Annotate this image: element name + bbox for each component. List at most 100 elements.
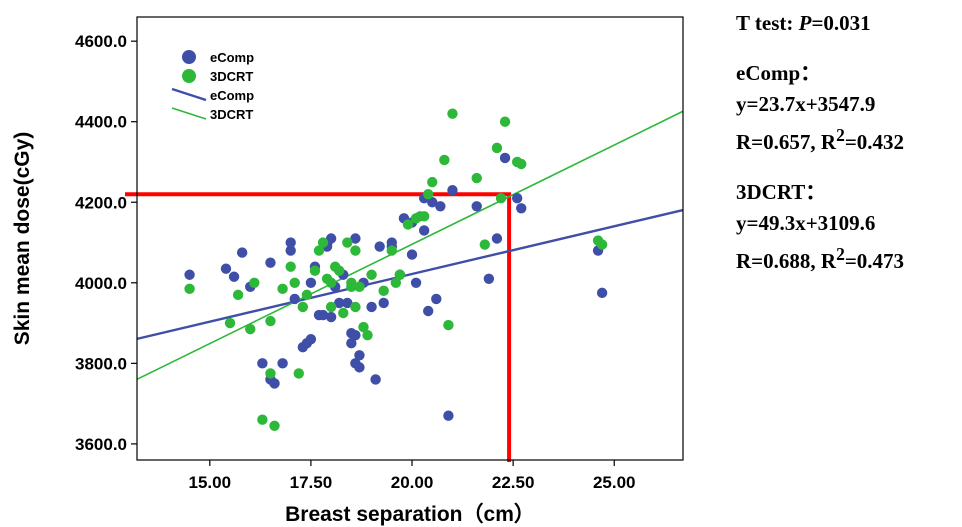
3DCRT-point — [362, 329, 373, 341]
3DCRT-point — [289, 277, 300, 288]
ecomp-correlation: R=0.657, R2=0.432 — [736, 120, 962, 158]
3DCRT-point — [423, 189, 434, 200]
3DCRT-point — [386, 245, 397, 256]
legend-label-line-3DCRT: 3DCRT — [210, 107, 253, 122]
eComp-point — [499, 152, 511, 164]
eComp-point — [406, 249, 418, 260]
reference-lines — [125, 192, 512, 462]
3DCRT-point — [499, 116, 511, 127]
eComp-point — [354, 350, 365, 361]
eComp-point — [342, 297, 353, 309]
ecomp-r2-sup: 2 — [836, 125, 845, 145]
y-tick-label: 3600.0 — [75, 435, 127, 454]
eComp-point — [370, 374, 381, 385]
x-tick-label: 22.50 — [492, 473, 535, 492]
ecomp-equation: y=23.7x+3547.9 — [736, 92, 876, 116]
eComp-point — [269, 378, 280, 389]
eComp-point — [350, 329, 361, 341]
eComp-point — [410, 277, 422, 288]
3DCRT-point — [301, 289, 313, 301]
legend: eComp 3DCRT eComp 3DCRT — [171, 50, 254, 122]
eComp-point — [483, 273, 495, 284]
x-tick-label: 15.00 — [189, 473, 232, 492]
legend-line-eComp — [171, 87, 207, 102]
3DCRT-point — [317, 237, 329, 248]
y-tick-label: 4400.0 — [75, 113, 127, 132]
y-axis-title: Skin mean dose(cGy) — [11, 132, 34, 346]
3DCRT-point — [269, 420, 280, 431]
3DCRT-point — [342, 237, 353, 248]
y-tick-label: 3800.0 — [75, 354, 127, 373]
x-tick-label: 25.00 — [593, 473, 636, 492]
3DCRT-point — [471, 172, 482, 184]
eComp-point — [596, 287, 608, 299]
3DCRT-point — [366, 269, 377, 280]
eComp-point — [366, 301, 377, 313]
3DCRT-point — [427, 176, 438, 188]
eComp-point — [427, 197, 438, 208]
legend-line-3DCRT — [171, 107, 207, 120]
eComp-point — [325, 233, 337, 244]
eComp-point — [285, 237, 296, 248]
plot-frame — [136, 16, 684, 461]
crt-r2: =0.473 — [844, 249, 905, 273]
scatter-chart: 15.00 17.50 20.00 22.50 25.00 3600.0 3800.0 40… — [11, 16, 684, 526]
3DCRT-point — [184, 283, 195, 295]
eComp-point — [443, 410, 454, 421]
3DCRT-point — [354, 281, 365, 293]
eComp-point — [354, 362, 365, 373]
ecomp-stats: eComp： y=23.7x+3547.9 R=0.657, R2=0.432 — [736, 58, 962, 158]
3DCRT-point — [418, 211, 430, 222]
eComp-point — [184, 269, 195, 280]
3DCRT-point — [325, 277, 337, 288]
eComp-point — [325, 311, 337, 323]
ttest-block: T test: P=0.031 — [736, 8, 962, 39]
3DCRT-point — [596, 239, 608, 250]
3DCRT-point — [346, 281, 357, 293]
3DCRT-point — [447, 108, 458, 119]
3DCRT-point — [257, 414, 268, 425]
3DCRT-point — [265, 315, 276, 327]
3DCRT-point — [394, 269, 406, 280]
legend-label-marker-eComp: eComp — [210, 50, 254, 65]
3DCRT-point — [277, 283, 288, 295]
y-tick-label: 4200.0 — [75, 193, 127, 212]
3DCRT-point — [334, 265, 345, 276]
legend-label-line-eComp: eComp — [210, 88, 254, 103]
legend-marker-eComp — [182, 50, 196, 64]
statistics-panel: T test: P=0.031 eComp： y=23.7x+3547.9 R=… — [736, 8, 962, 296]
eComp-point — [334, 297, 345, 309]
3DCRT-point — [224, 317, 236, 329]
eComp-point — [516, 203, 527, 214]
3DCRT-point — [439, 154, 450, 166]
legend-label-marker-3DCRT: 3DCRT — [210, 69, 253, 84]
3DCRT-point — [285, 261, 296, 272]
x-axis-title: Breast separation（cm） — [285, 502, 535, 526]
eComp-point — [265, 257, 276, 268]
ttest-prefix: T test: — [736, 11, 799, 35]
eComp-point — [220, 263, 232, 274]
3DCRT-point — [491, 142, 503, 154]
3DCRT-point — [293, 368, 304, 379]
eComp-point — [511, 193, 523, 204]
crt-r: R=0.688, R — [736, 249, 837, 273]
3DCRT-point — [338, 307, 349, 319]
x-tick-label: 17.50 — [290, 473, 333, 492]
3DCRT-point — [402, 219, 414, 230]
3DCRT-point — [390, 277, 402, 288]
crt-equation: y=49.3x+3109.6 — [736, 211, 876, 235]
3DCRT-point — [309, 265, 321, 276]
eComp-point — [374, 241, 385, 252]
3DCRT-point — [249, 277, 260, 288]
eComp-point — [346, 338, 357, 349]
3DCRT-fit-line — [136, 110, 684, 381]
eComp-point — [378, 297, 389, 309]
red-reference-line — [125, 192, 512, 462]
3DCRT-point — [232, 289, 244, 301]
x-tick-label: 20.00 — [391, 473, 434, 492]
ecomp-r: R=0.657, R — [736, 130, 837, 154]
eComp-point — [431, 293, 442, 305]
3DCRT-point — [297, 301, 309, 313]
ecomp-title: eComp： — [736, 61, 822, 85]
eComp-point — [285, 245, 296, 256]
